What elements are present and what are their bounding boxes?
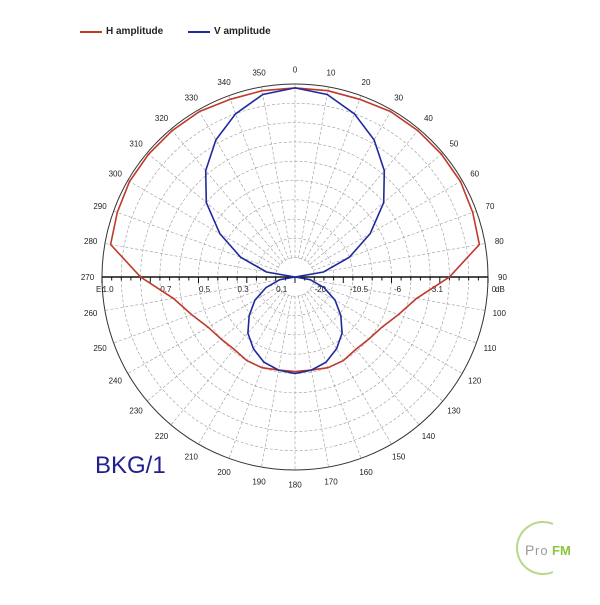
legend-item-h-amplitude: H amplitude [80, 26, 163, 37]
radial-axis-suffix: dB [495, 285, 505, 294]
legend-swatch-h [80, 30, 102, 33]
angle-tick-label: 150 [392, 453, 406, 462]
grid-spoke [307, 291, 420, 425]
angle-tick-label: 120 [468, 377, 482, 386]
svg-text:FM: FM [552, 543, 571, 558]
legend-item-v-amplitude: V amplitude [188, 26, 271, 37]
grid-spoke [228, 95, 289, 260]
grid-spoke [170, 291, 283, 425]
series-line-v-amplitude [204, 87, 386, 375]
grid-spoke [127, 180, 279, 268]
radial-tick-label-right: -3.1 [429, 285, 443, 294]
svg-text:P: P [525, 542, 535, 558]
angle-tick-label: 220 [155, 432, 169, 441]
angle-tick-label: 110 [484, 344, 497, 353]
radial-tick-label-right: -20 [315, 285, 327, 294]
angle-tick-label: 260 [84, 309, 98, 318]
grid-spoke [198, 109, 286, 261]
grid-spoke [228, 294, 289, 459]
chart-title: BKG/1 [95, 452, 166, 479]
angle-tick-label: 200 [217, 468, 231, 477]
grid-spoke [104, 280, 277, 311]
grid-spoke [127, 286, 279, 374]
grid-spoke [198, 293, 286, 445]
radial-tick-label-right: 0 [492, 285, 497, 294]
angle-tick-label: 170 [324, 477, 338, 486]
angle-tick-label: 20 [362, 78, 371, 87]
grid-spoke [307, 129, 420, 263]
radial-tick-label-left: 0.1 [276, 285, 288, 294]
radial-axis-prefix: Er [96, 285, 104, 294]
grid-spoke [113, 283, 278, 344]
radial-tick-label-right: -10.5 [350, 285, 369, 294]
grid-spoke [113, 210, 278, 271]
grid-spoke [313, 243, 486, 274]
grid-spoke [312, 283, 477, 344]
angle-tick-label: 340 [217, 78, 231, 87]
angle-tick-label: 270 [81, 273, 95, 282]
grid-spoke [304, 293, 392, 445]
angle-tick-label: 190 [252, 477, 266, 486]
angle-tick-label: 30 [394, 93, 403, 102]
angle-tick-label: 80 [495, 237, 504, 246]
angle-tick-label: 10 [327, 69, 336, 78]
radial-tick-label-left: 1.0 [102, 285, 114, 294]
svg-text:ro: ro [535, 543, 549, 558]
legend-swatch-v [188, 30, 210, 33]
angle-tick-label: 50 [449, 140, 458, 149]
grid-spoke [298, 86, 329, 259]
angle-tick-label: 210 [185, 453, 199, 462]
radial-tick-label-left: 0.5 [199, 285, 211, 294]
grid-spoke [311, 180, 463, 268]
grid-spoke [304, 109, 392, 261]
angle-tick-label: 90 [498, 273, 507, 282]
radial-tick-label-right: -6 [394, 285, 402, 294]
legend-label-v: V amplitude [214, 26, 271, 37]
legend-label-h: H amplitude [106, 26, 164, 37]
profm-logo: P ro FM [516, 521, 571, 575]
angle-tick-label: 330 [185, 93, 199, 102]
angle-tick-label: 40 [424, 114, 433, 123]
angle-tick-label: 60 [470, 169, 479, 178]
grid-spoke [170, 129, 283, 263]
grid-spoke [311, 286, 463, 374]
grid-spoke [298, 295, 329, 468]
angle-tick-label: 230 [129, 406, 143, 415]
grid-spoke [261, 86, 292, 259]
grid-spoke [147, 152, 281, 265]
radial-tick-label-left: 0.7 [160, 285, 172, 294]
angle-tick-label: 290 [93, 202, 107, 211]
angle-tick-label: 180 [288, 481, 302, 490]
angle-tick-label: 160 [359, 468, 373, 477]
angle-tick-label: 130 [447, 406, 461, 415]
angle-tick-label: 300 [109, 169, 123, 178]
angle-tick-label: 320 [155, 114, 169, 123]
angle-tick-label: 240 [109, 377, 123, 386]
grid-spoke [301, 294, 362, 459]
angle-tick-label: 350 [252, 69, 266, 78]
series-line-h-amplitude [109, 87, 481, 373]
grid-spoke [312, 210, 477, 271]
grid-spoke [309, 289, 443, 402]
grid-spoke [261, 295, 292, 468]
grid-spoke [147, 289, 281, 402]
angle-tick-label: 140 [422, 432, 436, 441]
angle-tick-label: 70 [486, 202, 495, 211]
grid-spoke [309, 152, 443, 265]
angle-tick-label: 280 [84, 237, 98, 246]
angle-tick-label: 100 [493, 309, 507, 318]
radial-tick-label-left: 0.3 [238, 285, 250, 294]
grid-spoke [301, 95, 362, 260]
angle-tick-label: 0 [293, 66, 298, 75]
grid-spoke [104, 243, 277, 274]
angle-tick-label: 250 [93, 344, 107, 353]
angle-tick-label: 310 [129, 140, 143, 149]
grid-spoke [313, 280, 486, 311]
